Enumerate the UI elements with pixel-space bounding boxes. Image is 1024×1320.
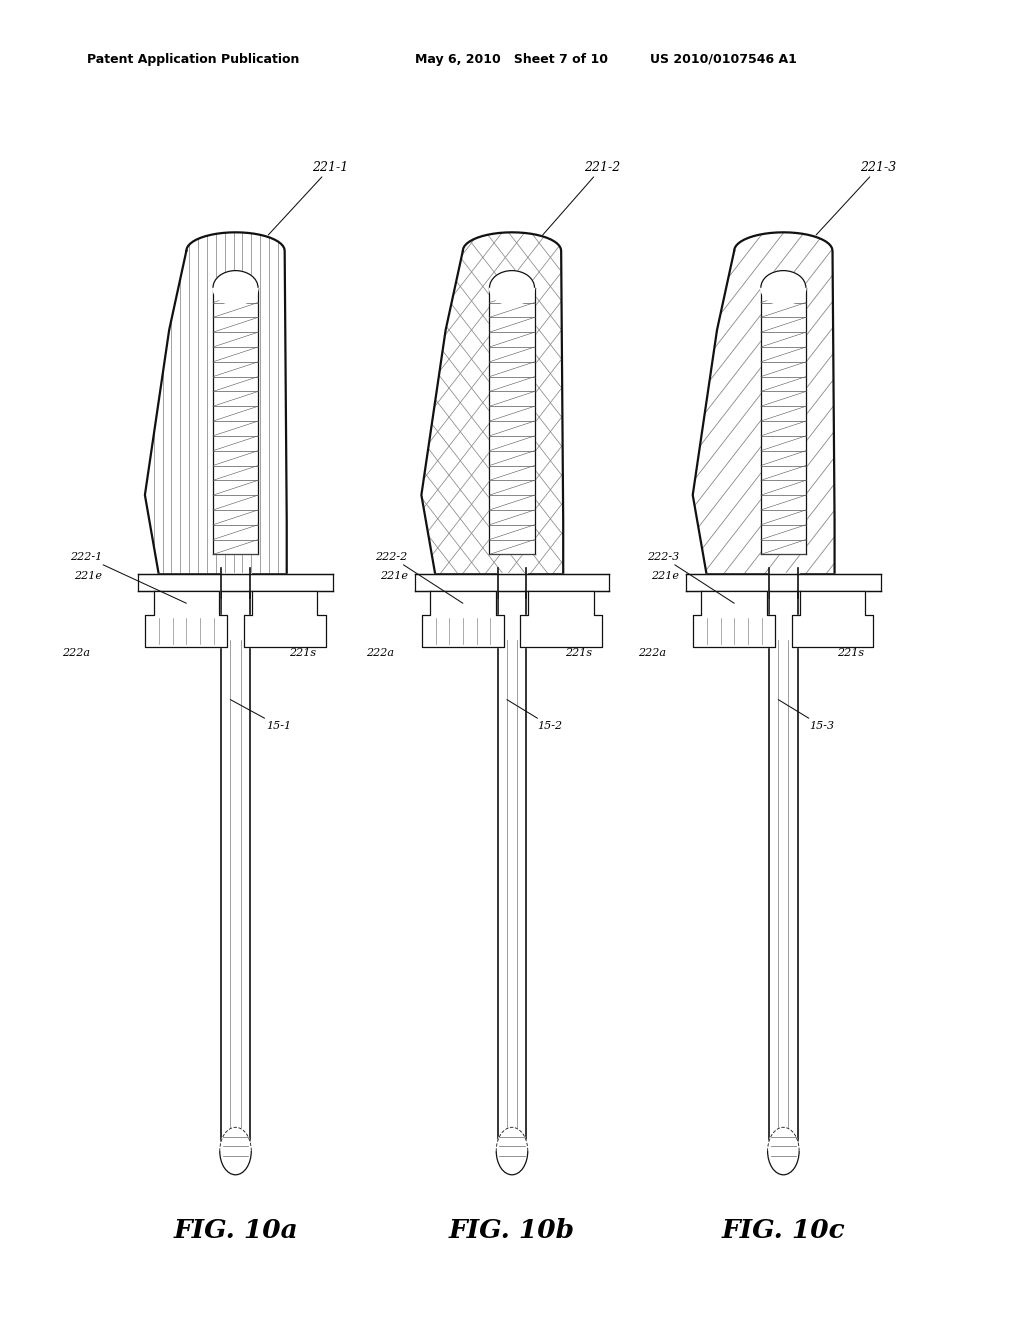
Text: FIG. 10c: FIG. 10c bbox=[722, 1218, 845, 1242]
Polygon shape bbox=[693, 591, 775, 647]
Polygon shape bbox=[415, 574, 609, 591]
Text: 221-2: 221-2 bbox=[543, 161, 620, 235]
Text: 15-1: 15-1 bbox=[230, 700, 292, 731]
Text: US 2010/0107546 A1: US 2010/0107546 A1 bbox=[650, 53, 797, 66]
PathPatch shape bbox=[422, 232, 563, 574]
Polygon shape bbox=[489, 288, 535, 554]
Polygon shape bbox=[145, 591, 227, 647]
Polygon shape bbox=[792, 591, 873, 647]
Text: 221-1: 221-1 bbox=[268, 161, 348, 235]
Text: May 6, 2010   Sheet 7 of 10: May 6, 2010 Sheet 7 of 10 bbox=[415, 53, 607, 66]
PathPatch shape bbox=[145, 232, 287, 574]
Text: 221-3: 221-3 bbox=[816, 161, 896, 235]
Polygon shape bbox=[768, 573, 799, 591]
Polygon shape bbox=[422, 591, 504, 647]
Polygon shape bbox=[497, 573, 527, 591]
Text: 221e: 221e bbox=[651, 570, 679, 581]
Text: 222a: 222a bbox=[62, 648, 90, 659]
Polygon shape bbox=[422, 232, 563, 574]
Text: Patent Application Publication: Patent Application Publication bbox=[87, 53, 299, 66]
Polygon shape bbox=[145, 232, 287, 574]
Polygon shape bbox=[498, 574, 526, 1142]
Text: FIG. 10a: FIG. 10a bbox=[173, 1218, 298, 1242]
Text: 221s: 221s bbox=[565, 648, 592, 659]
Text: 221s: 221s bbox=[837, 648, 863, 659]
Ellipse shape bbox=[768, 1127, 799, 1175]
Text: 222-2: 222-2 bbox=[376, 552, 463, 603]
Polygon shape bbox=[692, 232, 835, 574]
Text: 15-2: 15-2 bbox=[507, 700, 563, 731]
Text: 221s: 221s bbox=[289, 648, 315, 659]
Polygon shape bbox=[520, 591, 602, 647]
Polygon shape bbox=[220, 573, 251, 591]
Polygon shape bbox=[221, 574, 250, 1142]
Ellipse shape bbox=[220, 1127, 251, 1175]
Text: 15-3: 15-3 bbox=[778, 700, 835, 731]
Text: 221e: 221e bbox=[75, 570, 102, 581]
Polygon shape bbox=[213, 288, 258, 554]
Text: 222-3: 222-3 bbox=[647, 552, 734, 603]
Text: FIG. 10b: FIG. 10b bbox=[449, 1218, 575, 1242]
Text: 222a: 222a bbox=[367, 648, 394, 659]
Ellipse shape bbox=[497, 1127, 527, 1175]
Polygon shape bbox=[244, 591, 326, 647]
Ellipse shape bbox=[761, 271, 806, 305]
Polygon shape bbox=[138, 574, 333, 591]
Ellipse shape bbox=[489, 271, 535, 305]
Text: 222a: 222a bbox=[638, 648, 666, 659]
Polygon shape bbox=[686, 574, 881, 591]
Polygon shape bbox=[761, 288, 806, 554]
Text: 221e: 221e bbox=[380, 570, 408, 581]
Text: 222-1: 222-1 bbox=[71, 552, 186, 603]
Polygon shape bbox=[769, 574, 798, 1142]
Ellipse shape bbox=[213, 271, 258, 305]
PathPatch shape bbox=[692, 232, 835, 574]
